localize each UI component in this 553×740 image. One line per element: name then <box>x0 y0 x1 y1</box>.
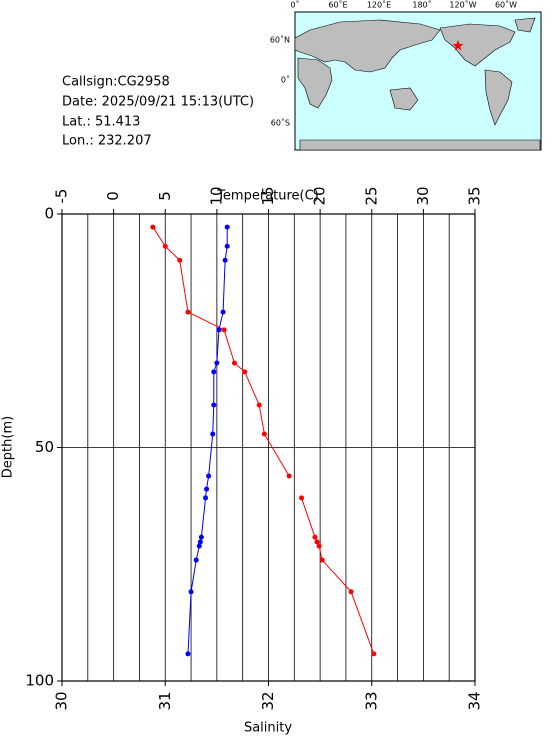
map-lon-label: 60˚W <box>495 0 517 10</box>
data-point <box>348 589 354 595</box>
data-point <box>211 402 217 408</box>
x-tick-label: 10 <box>207 186 225 205</box>
map-lon-label: 0˚ <box>290 0 299 10</box>
y-axis-title: Depth(m) <box>1 416 16 478</box>
data-point <box>224 243 230 249</box>
x-tick-label: 25 <box>362 186 380 205</box>
data-point <box>150 224 156 230</box>
data-point <box>206 473 212 479</box>
x2-tick-label: 30 <box>53 691 71 710</box>
x2-axis-title: Salinity <box>244 721 292 736</box>
profile-line <box>301 497 375 655</box>
data-point <box>177 257 183 263</box>
data-point <box>312 534 318 540</box>
map-lon-label: 120˚W <box>449 0 476 10</box>
map-lat-label: 60˚N <box>270 35 290 45</box>
data-point <box>196 543 202 549</box>
x-tick-label: 0 <box>104 191 122 201</box>
x-tick-label: 35 <box>466 186 484 205</box>
x-tick-label: 15 <box>259 186 277 205</box>
x-tick-label: 5 <box>156 191 174 201</box>
x2-tick-label: 33 <box>362 691 380 710</box>
x-axis-title: Temperature(C) <box>216 189 319 204</box>
data-point <box>204 486 210 492</box>
data-point <box>185 651 191 657</box>
callsign: Callsign:CG2958 <box>62 75 170 90</box>
world-map <box>294 11 542 151</box>
map-lon-label: 180˚ <box>412 0 431 10</box>
x-tick-label: 20 <box>311 186 329 205</box>
data-point <box>193 557 199 563</box>
data-point <box>222 257 228 263</box>
data-point <box>314 539 320 545</box>
map-land <box>294 17 541 151</box>
data-point <box>216 327 222 333</box>
map-lon-label: 120˚E <box>367 0 391 10</box>
y-tick-label: 100 <box>25 672 54 690</box>
data-point <box>221 327 227 333</box>
position-marker <box>452 40 464 51</box>
x2-tick-label: 31 <box>156 691 174 710</box>
x-tick-label: 30 <box>414 186 432 205</box>
map-lon-label: 60˚E <box>328 0 347 10</box>
data-point <box>224 224 230 230</box>
longitude: Lon.: 232.207 <box>62 134 152 149</box>
x2-tick-label: 32 <box>259 691 277 710</box>
data-point <box>203 495 209 501</box>
data-point <box>185 309 191 315</box>
x2-tick-label: 34 <box>466 691 484 710</box>
data-point <box>198 534 204 540</box>
y-tick-label: 0 <box>44 205 54 223</box>
data-point <box>220 309 226 315</box>
data-point <box>256 402 262 408</box>
data-point <box>211 369 217 375</box>
data-point <box>214 360 220 366</box>
x-tick-label: -5 <box>53 189 71 204</box>
data-point <box>319 557 325 563</box>
latitude: Lat.: 51.413 <box>62 115 140 130</box>
profile-line <box>152 226 290 477</box>
data-point <box>371 651 377 657</box>
map-lat-label: 60˚S <box>271 118 290 128</box>
data-point <box>210 431 216 437</box>
date: Date: 2025/09/21 15:13(UTC) <box>62 95 254 110</box>
data-point <box>286 473 292 479</box>
data-point <box>242 369 248 375</box>
data-point <box>299 495 305 501</box>
map-labels: 0˚ 60˚E 120˚E 180˚ 120˚W 60˚W 60˚N 0˚ 60˚S <box>270 0 517 128</box>
data-point <box>162 243 168 249</box>
data-point <box>197 539 203 545</box>
map-lat-label: 0˚ <box>281 75 290 85</box>
profile-line <box>187 227 228 654</box>
data-point <box>316 543 322 549</box>
data-point <box>231 360 237 366</box>
y-tick-label: 50 <box>35 438 54 456</box>
data-point <box>188 589 194 595</box>
data-point <box>261 431 267 437</box>
